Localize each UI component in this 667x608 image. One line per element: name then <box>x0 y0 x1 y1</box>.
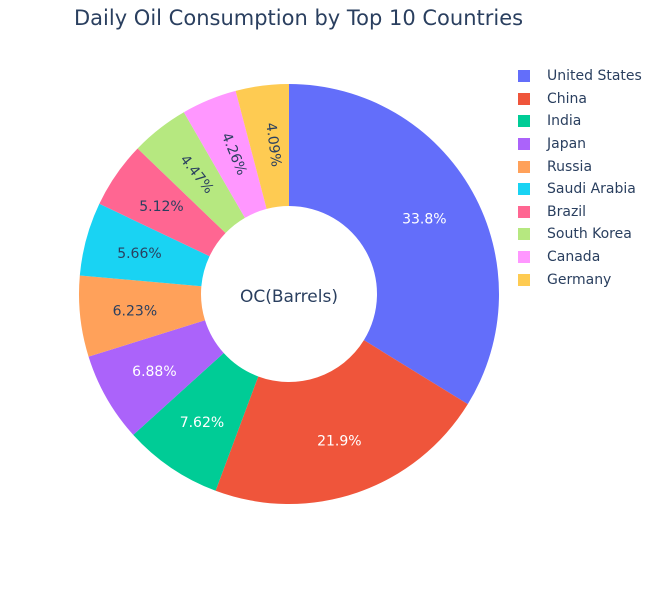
legend-label: United States <box>547 68 642 85</box>
slice-russia[interactable] <box>78 275 206 357</box>
legend-item[interactable]: Saudi Arabia <box>518 178 642 201</box>
slice-label: 7.62% <box>180 415 224 431</box>
donut-slices <box>78 84 499 504</box>
chart-title: Daily Oil Consumption by Top 10 Countrie… <box>74 6 524 30</box>
legend-item[interactable]: Brazil <box>518 201 642 224</box>
legend-swatch <box>518 138 530 151</box>
slice-china[interactable] <box>215 340 468 504</box>
legend-label: Japan <box>547 136 587 153</box>
legend-swatch <box>518 92 530 105</box>
legend-label: South Korea <box>547 226 632 243</box>
slice-japan[interactable] <box>88 320 224 435</box>
legend-item[interactable]: India <box>518 110 642 133</box>
legend: United States China India Japan Russia Saudi … <box>518 65 642 291</box>
slice-label: 5.12% <box>139 199 183 215</box>
slice-label: 5.66% <box>117 246 161 262</box>
legend-item[interactable]: South Korea <box>518 223 642 246</box>
legend-swatch <box>518 70 530 83</box>
center-label: OC(Barrels) <box>240 287 338 307</box>
legend-item[interactable]: Canada <box>518 246 642 269</box>
slice-united-states[interactable] <box>289 84 499 405</box>
legend-swatch <box>518 251 530 264</box>
legend-swatch <box>518 183 530 196</box>
legend-label: Russia <box>547 158 593 175</box>
legend-swatch <box>518 160 530 173</box>
slice-label: 6.88% <box>132 364 176 380</box>
legend-swatch <box>518 273 530 286</box>
legend-label: Brazil <box>547 203 587 220</box>
legend-item[interactable]: Japan <box>518 133 642 156</box>
legend-label: Canada <box>547 249 601 266</box>
slice-canada[interactable] <box>183 90 267 218</box>
slice-label: 33.8% <box>402 211 446 227</box>
legend-item[interactable]: China <box>518 88 642 111</box>
legend-label: India <box>547 113 582 130</box>
legend-item[interactable]: Russia <box>518 155 642 178</box>
legend-swatch <box>518 228 530 241</box>
slice-label: 4.09% <box>262 122 284 168</box>
slice-label: 21.9% <box>317 434 361 450</box>
legend-label: China <box>547 90 587 107</box>
legend-item[interactable]: United States <box>518 65 642 88</box>
legend-item[interactable]: Germany <box>518 268 642 291</box>
legend-swatch <box>518 205 530 218</box>
slice-brazil[interactable] <box>99 148 226 257</box>
slice-india[interactable] <box>133 353 259 491</box>
legend-swatch <box>518 115 530 128</box>
slice-south-korea[interactable] <box>137 112 245 234</box>
legend-label: Germany <box>547 271 612 288</box>
slice-label: 6.23% <box>113 304 157 320</box>
legend-label: Saudi Arabia <box>547 181 636 198</box>
slice-germany[interactable] <box>235 84 289 209</box>
slice-saudi-arabia[interactable] <box>79 203 210 287</box>
